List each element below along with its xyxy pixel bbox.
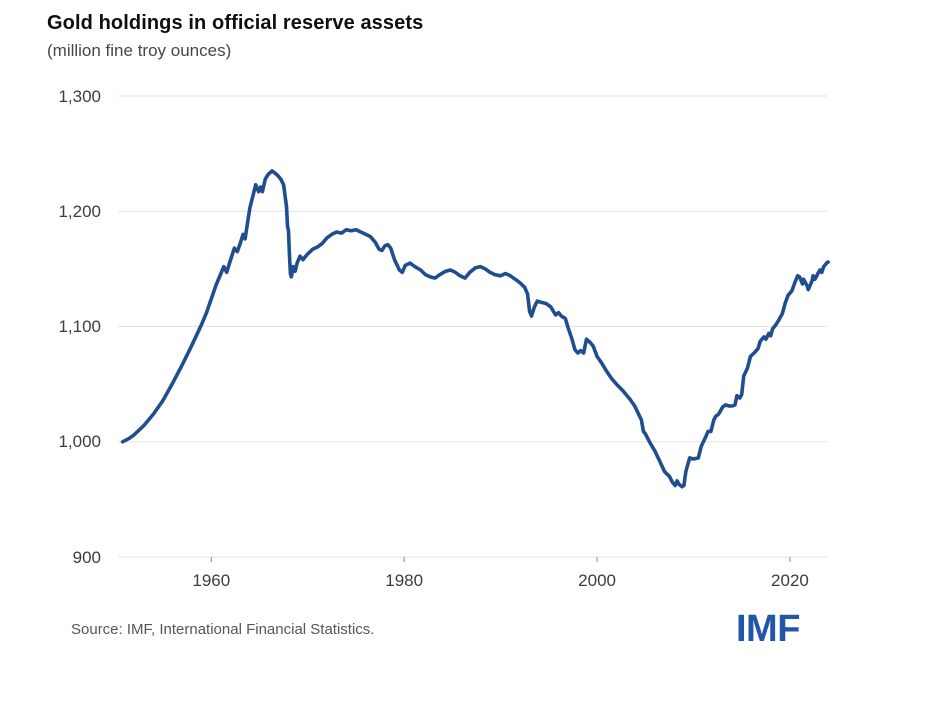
chart-title: Gold holdings in official reserve assets (47, 12, 424, 34)
x-axis-label: 2000 (578, 571, 616, 590)
x-axis-label: 1980 (385, 571, 424, 590)
y-axis-label: 1,200 (58, 201, 101, 221)
source-note: Source: IMF, International Financial Sta… (71, 621, 375, 638)
chart-subtitle: (million fine troy ounces) (47, 41, 232, 60)
x-axis-label: 2020 (771, 571, 809, 590)
imf-logo: IMF (736, 608, 800, 650)
y-axis-label: 1,300 (58, 86, 101, 106)
y-axis-label: 1,100 (58, 317, 101, 336)
y-axis-label: 900 (72, 547, 101, 567)
gold-holdings-line (120, 169, 830, 489)
y-axis-label: 1,000 (58, 432, 101, 452)
x-axis-label: 1960 (192, 571, 231, 590)
